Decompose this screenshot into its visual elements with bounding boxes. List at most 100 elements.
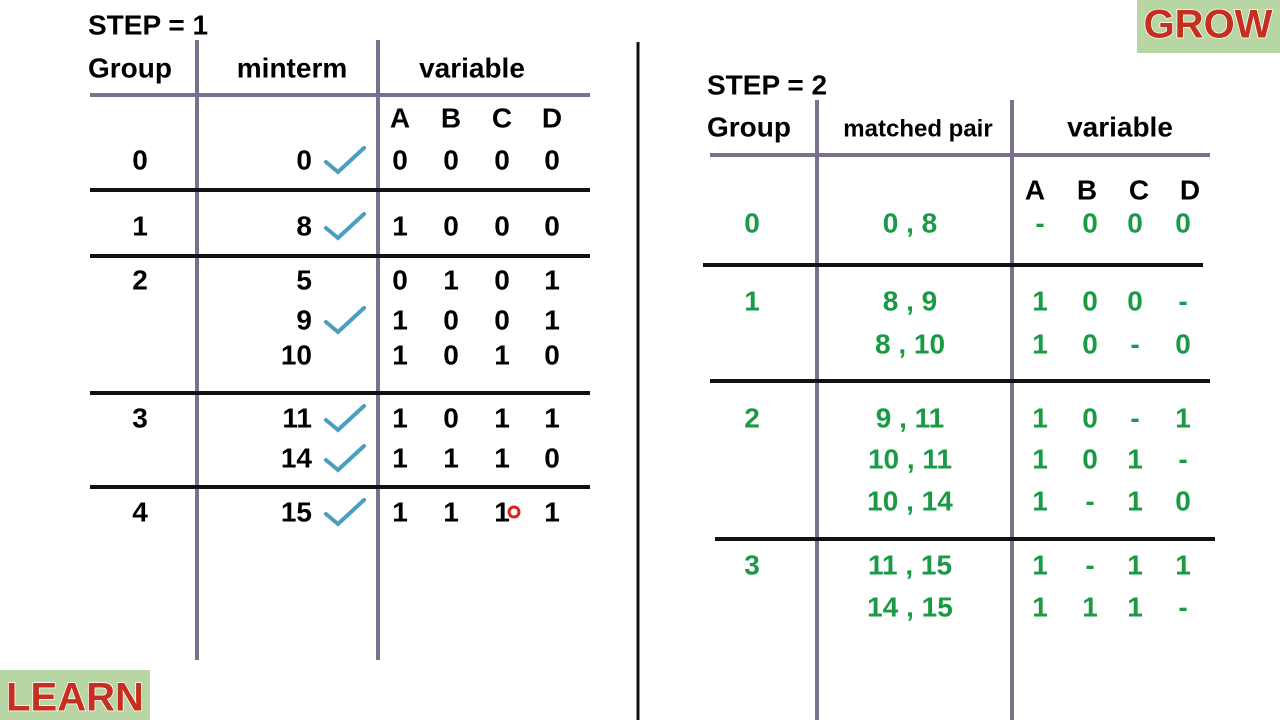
bit: 0 [1127,285,1143,316]
bit: - [1178,443,1187,474]
bit: 0 [1175,328,1191,359]
variable-header: C [1129,174,1149,205]
column-header: Group [707,111,791,142]
bit: 0 [443,144,459,175]
variable-header: B [441,102,461,133]
bit: 1 [1032,443,1048,474]
variable-header: A [1025,174,1045,205]
minterm: 8 [296,210,312,241]
bit: 1 [494,496,510,527]
check-mark [324,146,366,175]
bit: 0 [443,402,459,433]
bit: 1 [494,339,510,370]
logo-box [1137,0,1280,53]
bit: 0 [1175,485,1191,516]
bit: - [1130,328,1139,359]
bit: 1 [1127,591,1143,622]
bit: 0 [494,210,510,241]
column-header: minterm [237,52,347,83]
bit: 1 [544,264,560,295]
column-header: variable [1067,111,1173,142]
bit: 1 [1175,549,1191,580]
group-label: 0 [744,207,760,238]
bit: 0 [392,264,408,295]
step1-table: STEP = 1 Group minterm variable A B C D 0 0 0 0 0 0 1 8… [88,9,562,527]
bit: 1 [392,496,408,527]
bit: 1 [392,304,408,335]
bit: 1 [1032,285,1048,316]
matched-pair: 8 , 9 [883,285,937,316]
bit: 1 [1127,549,1143,580]
minterm: 9 [296,304,312,335]
matched-pair: 0 , 8 [883,207,937,238]
bit: 1 [1032,402,1048,433]
bit: 1 [392,442,408,473]
matched-pair: 10 , 11 [868,443,952,474]
group-label: 4 [132,496,148,527]
group-label: 2 [132,264,148,295]
check-mark [324,212,366,241]
logo: LEARN [6,676,144,720]
bit: 0 [1082,328,1098,359]
column-header: variable [419,52,525,83]
variable-header: A [390,102,410,133]
minterm: 15 [281,496,312,527]
bit: 0 [544,144,560,175]
bit: 1 [1032,591,1048,622]
column-header: matched pair [843,115,992,142]
bit: 0 [392,144,408,175]
bit: - [1085,485,1094,516]
bit: 1 [392,339,408,370]
bit: 0 [1082,285,1098,316]
step-title: STEP = 2 [707,69,827,100]
bit: 0 [544,442,560,473]
group-label: 1 [132,210,148,241]
column-header: Group [88,52,172,83]
bit: 0 [1175,207,1191,238]
group-label: 2 [744,402,760,433]
bit: 1 [494,402,510,433]
step-title: STEP = 1 [88,9,208,40]
bit: 0 [1082,443,1098,474]
group-label: 3 [744,549,760,580]
bit: 1 [544,304,560,335]
matched-pair: 9 , 11 [876,402,945,433]
bit: 0 [443,210,459,241]
bit: 0 [494,144,510,175]
bit: 1 [443,442,459,473]
logo-box [0,670,150,720]
bit: - [1178,285,1187,316]
check-mark [324,444,366,473]
bit: - [1130,402,1139,433]
bit: 0 [544,339,560,370]
variable-header: B [1077,174,1097,205]
bit: 0 [443,304,459,335]
check-mark [324,404,366,433]
bit: 0 [1082,402,1098,433]
bit: - [1085,549,1094,580]
bit: - [1035,207,1044,238]
bit: 1 [1082,591,1098,622]
bit: 1 [494,442,510,473]
bit: 0 [1082,207,1098,238]
bit: 1 [544,496,560,527]
variable-header: D [1180,174,1200,205]
matched-pair: 11 , 15 [868,549,952,580]
bit: - [1178,591,1187,622]
bit: 1 [443,496,459,527]
check-mark [324,498,366,527]
bit: 1 [392,402,408,433]
minterm: 0 [296,144,312,175]
logo: GROW [1144,3,1273,47]
check-mark [324,306,366,335]
bit: 0 [1127,207,1143,238]
matched-pair: 10 , 14 [867,485,953,516]
group-label: 0 [132,144,148,175]
rules [90,40,1215,720]
cursor [507,505,521,519]
matched-pair: 8 , 10 [875,328,945,359]
bit: 1 [1127,485,1143,516]
